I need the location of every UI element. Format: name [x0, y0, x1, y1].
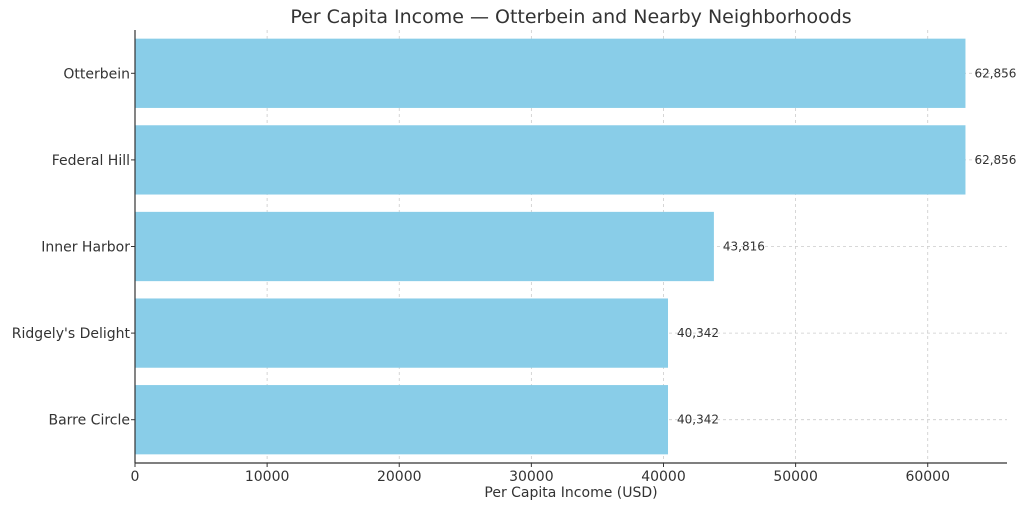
data-label: 62,856: [974, 153, 1016, 167]
bar-otterbein: [135, 38, 966, 108]
x-tick-label: 10000: [245, 469, 290, 485]
x-tick-label: 60000: [905, 469, 950, 485]
y-tick-label: Barre Circle: [48, 413, 130, 429]
x-tick-label: 30000: [509, 469, 554, 485]
labels-layer: 62,856 Otterbein 62,856 Federal Hill 43,816 I…: [12, 66, 1017, 485]
y-tick-label: Otterbein: [63, 66, 130, 82]
data-label: 43,816: [723, 240, 765, 254]
x-tick-label: 0: [131, 469, 140, 485]
y-tick-label: Ridgely's Delight: [12, 326, 131, 342]
y-tick-label: Federal Hill: [52, 153, 130, 169]
bars-layer: [135, 38, 966, 455]
x-tick-label: 50000: [773, 469, 818, 485]
bar-ridgely-s-delight: [135, 298, 669, 368]
data-label: 62,856: [974, 66, 1016, 80]
data-label: 40,342: [677, 326, 719, 340]
y-tick-label: Inner Harbor: [41, 240, 130, 256]
x-tick-label: 20000: [377, 469, 422, 485]
bar-inner-harbor: [135, 211, 714, 282]
chart-title: Per Capita Income — Otterbein and Nearby…: [290, 6, 851, 28]
x-tick-label: 40000: [641, 469, 686, 485]
axes-layer: [131, 30, 1007, 467]
bar-federal-hill: [135, 125, 966, 195]
x-axis-label: Per Capita Income (USD): [484, 485, 657, 501]
bar-barre-circle: [135, 385, 669, 455]
data-label: 40,342: [677, 413, 719, 427]
